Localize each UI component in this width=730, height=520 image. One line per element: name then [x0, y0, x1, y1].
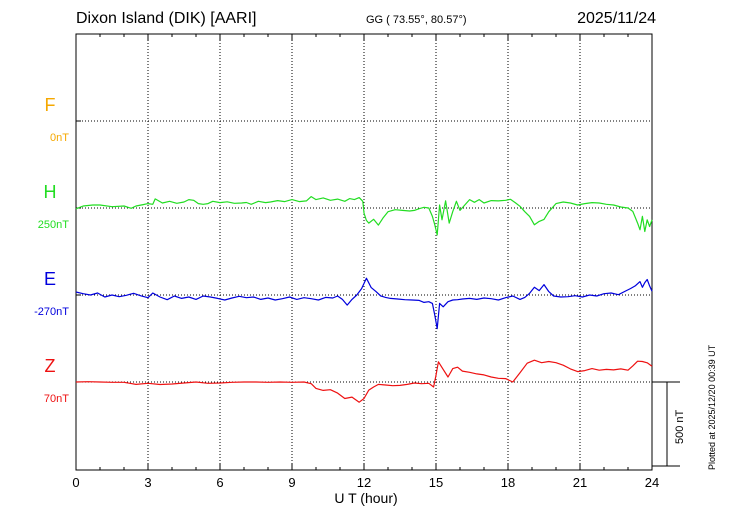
component-letter-f: F	[45, 95, 56, 115]
x-axis-label: U T (hour)	[334, 490, 397, 506]
x-tick-label: 9	[288, 475, 295, 490]
data-series	[75, 196, 653, 403]
series-line-h	[75, 196, 653, 236]
x-tick-label: 18	[501, 475, 515, 490]
component-letter-z: Z	[45, 356, 56, 376]
series-line-z	[75, 359, 653, 403]
scale-bar-label: 500 nT	[674, 409, 686, 444]
x-tick-label: 15	[429, 475, 443, 490]
component-labels: F 0nT H 250nT E -270nT Z 70nT	[34, 95, 69, 405]
x-tick-label: 0	[72, 475, 79, 490]
x-axis: 0 3 6 9 12 15 18 21 24	[72, 34, 659, 490]
scale-bar: 500 nT	[652, 381, 686, 467]
plot-frame	[75, 33, 653, 471]
component-baseline-e: -270nT	[34, 306, 69, 318]
plot-date: 2025/11/24	[577, 10, 656, 27]
x-tick-label: 21	[573, 475, 587, 490]
component-baseline-z: 70nT	[44, 393, 69, 405]
plotted-timestamp: Plotted at 2025/12/20 00:39 UT	[707, 344, 717, 470]
component-baseline-h: 250nT	[38, 219, 69, 231]
component-baseline-f: 0nT	[50, 132, 69, 144]
station-title: Dixon Island (DIK) [AARI]	[76, 10, 257, 27]
grid-lines	[76, 34, 652, 470]
series-line-e	[75, 277, 653, 330]
x-tick-label: 3	[144, 475, 151, 490]
x-tick-label: 24	[645, 475, 659, 490]
x-tick-label: 12	[357, 475, 371, 490]
component-letter-e: E	[44, 269, 56, 289]
station-coordinates: GG ( 73.55°, 80.57°)	[366, 14, 467, 26]
component-letter-h: H	[44, 182, 57, 202]
x-tick-label: 6	[216, 475, 223, 490]
